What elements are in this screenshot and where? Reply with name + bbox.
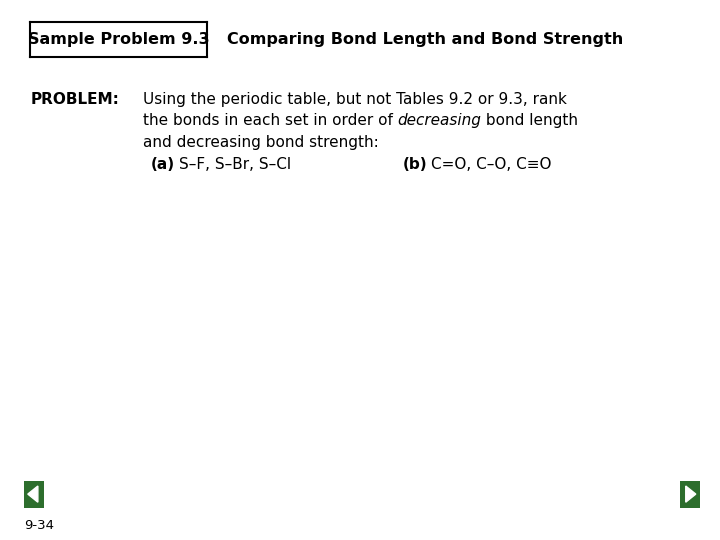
Text: C=O, C–O, C≡O: C=O, C–O, C≡O: [431, 157, 551, 172]
Text: decreasing: decreasing: [397, 113, 481, 129]
Text: (b): (b): [403, 157, 428, 172]
Polygon shape: [28, 486, 38, 502]
Text: PROBLEM:: PROBLEM:: [30, 92, 119, 107]
Text: S–F, S–Br, S–Cl: S–F, S–Br, S–Cl: [179, 157, 291, 172]
Polygon shape: [685, 486, 696, 502]
Text: Sample Problem 9.3: Sample Problem 9.3: [27, 32, 210, 46]
Text: Using the periodic table, but not Tables 9.2 or 9.3, rank: Using the periodic table, but not Tables…: [143, 92, 567, 107]
Text: bond length: bond length: [481, 113, 578, 129]
Text: the bonds in each set in order of: the bonds in each set in order of: [143, 113, 397, 129]
Text: Comparing Bond Length and Bond Strength: Comparing Bond Length and Bond Strength: [227, 32, 623, 47]
Text: 9-34: 9-34: [24, 519, 54, 532]
Text: (a): (a): [151, 157, 176, 172]
Text: and decreasing bond strength:: and decreasing bond strength:: [143, 135, 378, 150]
